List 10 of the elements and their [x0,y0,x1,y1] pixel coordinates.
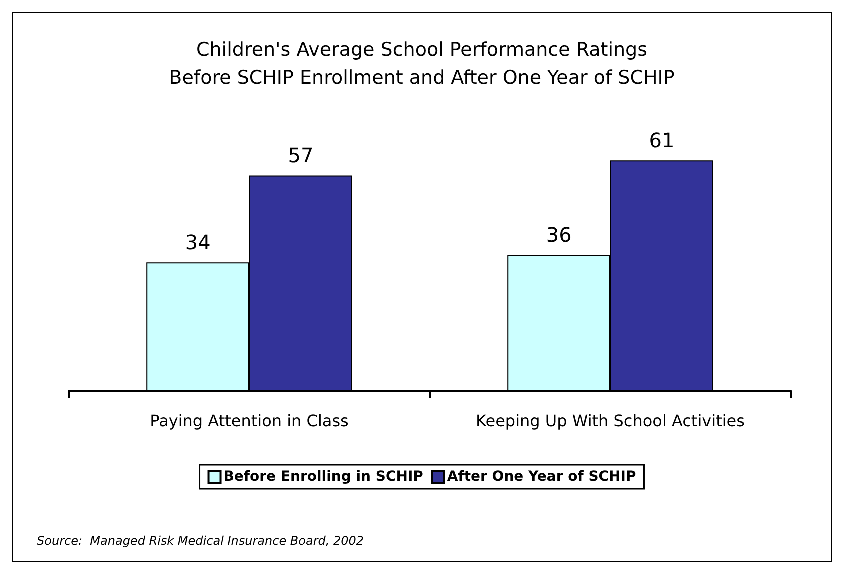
legend-label: After One Year of SCHIP [447,469,636,485]
legend-label: Before Enrolling in SCHIP [224,469,424,485]
data-label: 61 [649,128,675,153]
x-tick-label: Paying Attention in Class [150,412,349,430]
x-tick-label: Keeping Up With School Activities [476,412,745,430]
data-label: 34 [185,230,211,255]
data-label: 57 [288,144,314,168]
data-label: 36 [546,223,572,248]
chart-title: Children's Average School Performance Ratings Before SCHIP Enrollment and After One Year of SCHIP [169,39,675,89]
source-note: Source: Managed Risk Medical Insurance Board, 2002 [37,534,364,548]
